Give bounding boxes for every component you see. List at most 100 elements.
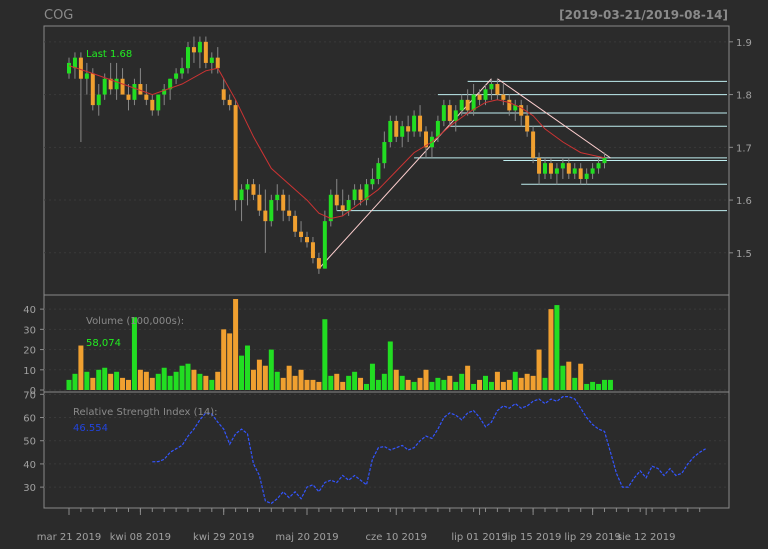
candle-body — [364, 184, 369, 201]
volume-bar — [572, 377, 578, 390]
rsi-tick-label: 50 — [23, 437, 36, 448]
candle-body — [471, 94, 476, 111]
rsi-last-value: 46.554 — [73, 423, 108, 434]
volume-bar — [584, 383, 590, 390]
volume-bar — [316, 381, 322, 390]
candlestick — [84, 62, 89, 95]
candle-body — [281, 194, 286, 211]
candle-body — [138, 84, 143, 95]
candle-body — [435, 120, 440, 137]
volume-bar — [506, 379, 512, 390]
x-tick-label: mar 21 2019 — [37, 532, 102, 543]
candle-body — [114, 78, 119, 90]
candle-body — [328, 194, 333, 222]
candlestick — [191, 36, 196, 63]
candle-body — [132, 84, 137, 100]
candlesticks — [67, 36, 607, 274]
candlestick — [67, 57, 71, 79]
volume-bar — [447, 375, 453, 390]
volume-bar — [488, 381, 494, 390]
candlestick — [150, 94, 155, 116]
volume-bar — [114, 371, 120, 390]
candlestick — [560, 157, 565, 179]
volume-bar — [358, 377, 364, 390]
volume-bar — [102, 367, 108, 390]
candle-body — [477, 94, 482, 100]
candlestick — [72, 52, 77, 79]
candlestick — [590, 163, 595, 179]
candlestick — [275, 184, 280, 211]
volume-bar — [560, 365, 566, 390]
candlestick — [162, 84, 167, 106]
volume-bar — [185, 363, 191, 390]
candle-body — [334, 194, 339, 206]
candle-body — [215, 57, 220, 69]
candlestick — [447, 99, 452, 127]
candle-body — [543, 163, 547, 174]
candlestick — [233, 99, 238, 211]
x-tick-label: cze 10 2019 — [366, 532, 427, 543]
candlestick — [507, 94, 512, 116]
candle-body — [382, 142, 387, 164]
candle-body — [67, 62, 71, 74]
trend-line — [497, 78, 611, 159]
candle-body — [513, 105, 518, 111]
volume-bar — [530, 375, 536, 390]
candle-body — [102, 78, 107, 95]
candle-body — [251, 184, 256, 195]
volume-bar — [72, 373, 78, 390]
candle-body — [537, 157, 542, 174]
candlestick — [424, 126, 428, 158]
candle-body — [447, 105, 452, 121]
candle-body — [144, 94, 149, 100]
candle-body — [394, 120, 399, 137]
candle-body — [239, 189, 244, 201]
candle-body — [406, 126, 411, 132]
candlestick — [96, 84, 101, 116]
volume-bar — [364, 383, 369, 390]
candlestick — [227, 94, 232, 111]
rsi-tick-label: 70 — [23, 390, 36, 401]
candle-body — [287, 210, 292, 216]
candle-body — [388, 120, 393, 143]
last-price-label: Last 1.68 — [86, 49, 132, 60]
volume-bar — [84, 371, 90, 390]
candle-body — [370, 178, 375, 185]
rsi-tick-label: 30 — [23, 483, 36, 494]
candle-body — [263, 210, 268, 222]
candle-body — [180, 68, 185, 74]
candle-body — [560, 163, 565, 169]
candle-body — [572, 168, 577, 174]
candle-body — [566, 163, 571, 174]
volume-bar — [429, 381, 435, 390]
volume-bar — [441, 379, 447, 390]
volume-bar — [578, 363, 584, 390]
volume-bar — [143, 371, 149, 390]
rsi-title: Relative Strength Index (14): — [73, 407, 218, 418]
volume-bar — [155, 373, 161, 390]
candlestick — [531, 126, 536, 164]
candle-body — [525, 115, 530, 132]
volume-bar — [239, 355, 245, 390]
candle-body — [322, 221, 327, 269]
rsi-axis-ticks: 30 40 50 60 70 — [23, 390, 44, 494]
candle-body — [596, 163, 601, 169]
volume-bar — [453, 381, 459, 390]
volume-bar — [596, 383, 602, 390]
candle-body — [578, 168, 583, 179]
volume-bar — [149, 377, 155, 390]
volume-bar — [346, 375, 352, 390]
candle-body — [507, 99, 512, 111]
candlestick — [203, 36, 208, 69]
volume-bar — [536, 349, 542, 390]
rsi-tick-label: 40 — [23, 460, 36, 471]
volume-bar — [352, 371, 358, 390]
volume-tick-label: 10 — [23, 366, 36, 377]
volume-bar — [131, 317, 137, 390]
volume-bar — [602, 379, 607, 390]
candle-body — [186, 47, 190, 69]
x-tick-label: lip 29 2019 — [564, 532, 620, 543]
volume-bar — [334, 373, 340, 390]
candlestick — [537, 152, 542, 185]
candle-body — [376, 163, 381, 179]
